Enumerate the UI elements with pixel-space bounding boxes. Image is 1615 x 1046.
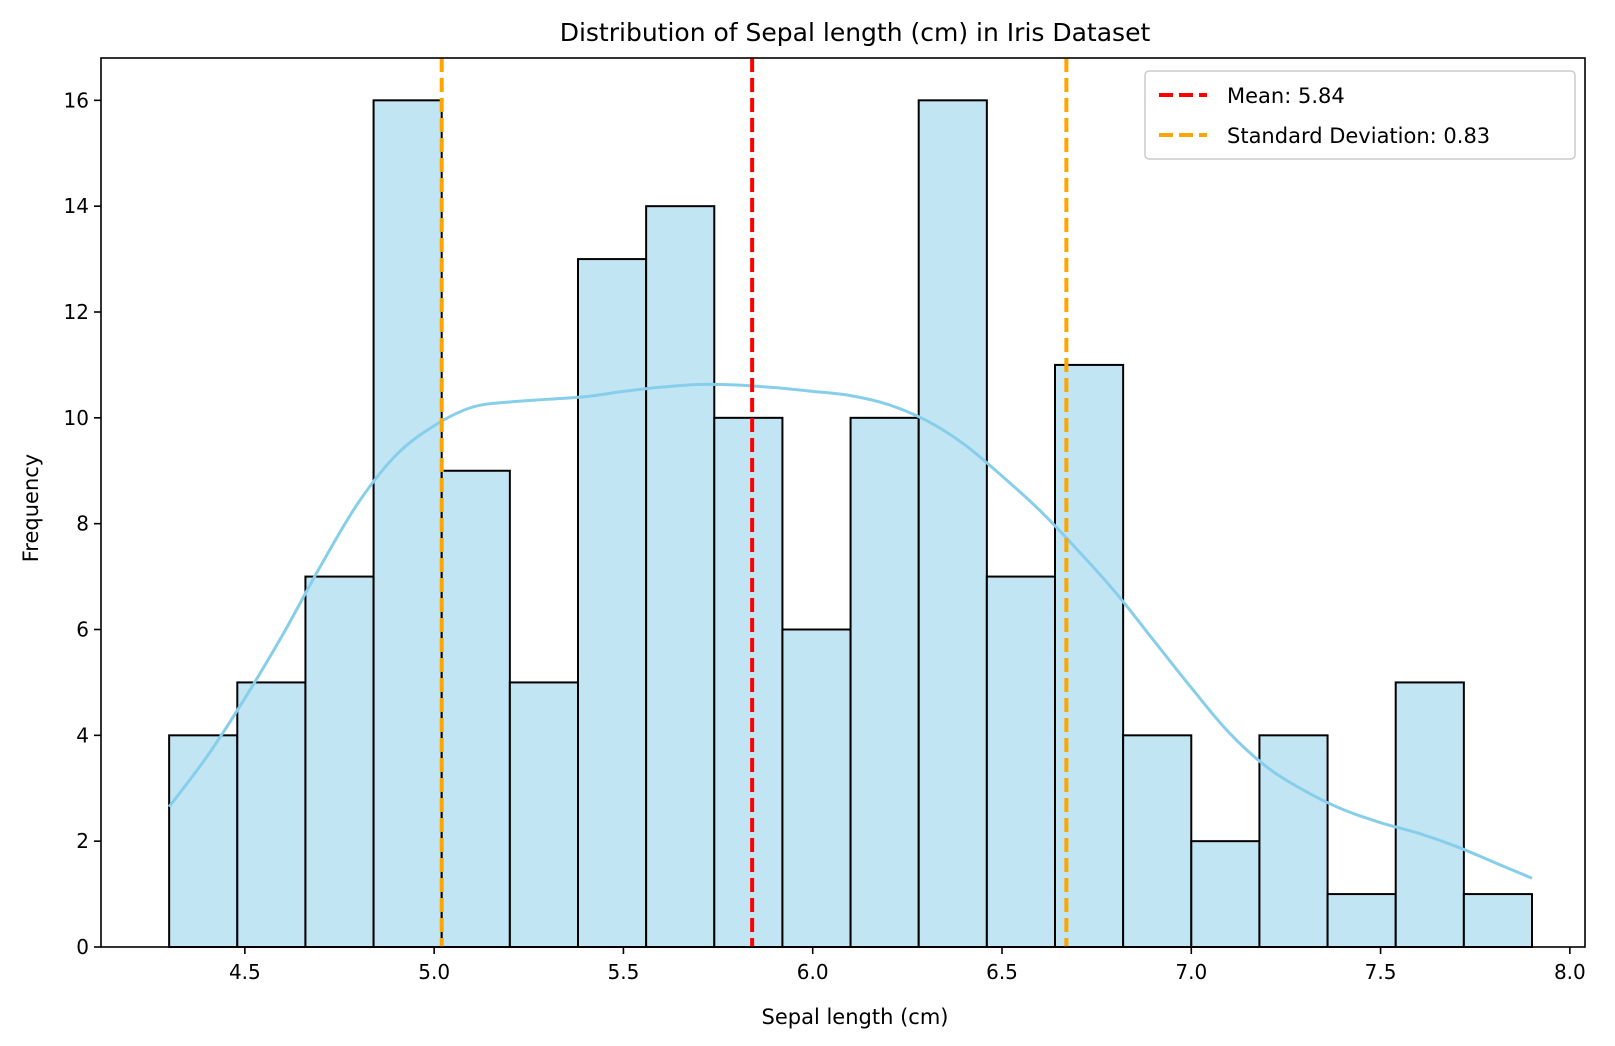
y-tick-label: 2 xyxy=(76,829,89,853)
y-tick-label: 0 xyxy=(76,935,89,959)
legend-label: Mean: 5.84 xyxy=(1227,84,1345,108)
y-tick-label: 8 xyxy=(76,512,89,536)
histogram-bar xyxy=(781,628,852,948)
histogram-bar xyxy=(168,734,239,949)
histogram-bar xyxy=(1122,734,1193,949)
histogram-bar xyxy=(577,258,648,948)
y-tick-label: 10 xyxy=(64,406,89,430)
y-tick-label: 6 xyxy=(76,618,89,642)
histogram-bar xyxy=(1258,734,1329,949)
legend-label: Standard Deviation: 0.83 xyxy=(1227,124,1490,148)
legend-box xyxy=(1144,70,1576,160)
x-axis-label: Sepal length (cm) xyxy=(762,1005,949,1029)
histogram-bar xyxy=(1326,893,1397,949)
histogram-bar xyxy=(645,205,716,949)
histogram-bar xyxy=(508,681,579,948)
histogram-bar xyxy=(713,416,784,948)
x-tick-label: 5.5 xyxy=(608,960,640,984)
y-axis-label: Frequency xyxy=(19,454,43,563)
y-axis-ticks: 0 2 4 6 8 10 12 14 16 xyxy=(64,88,101,959)
x-tick-label: 4.5 xyxy=(229,960,261,984)
x-axis-ticks: 4.5 5.0 5.5 6.0 6.5 7.0 7.5 8.0 xyxy=(229,947,1586,984)
histogram-bar xyxy=(372,99,443,948)
histogram-bars xyxy=(168,99,1533,949)
reference-lines xyxy=(439,58,1069,947)
x-tick-label: 6.5 xyxy=(986,960,1018,984)
x-tick-label: 5.0 xyxy=(418,960,450,984)
histogram-bar xyxy=(304,575,375,949)
axes xyxy=(100,57,1586,948)
x-tick-label: 7.0 xyxy=(1175,960,1207,984)
histogram-bar xyxy=(1462,893,1533,949)
histogram-bar xyxy=(985,575,1056,949)
histogram-bar xyxy=(1190,840,1261,948)
histogram-bar xyxy=(236,681,307,948)
y-tick-label: 16 xyxy=(64,88,89,112)
x-tick-label: 6.0 xyxy=(797,960,829,984)
kde-curve-group xyxy=(167,382,1533,880)
y-tick-label: 14 xyxy=(64,194,89,218)
histogram-bar xyxy=(849,416,920,948)
kde-curve xyxy=(167,382,1533,880)
x-tick-label: 8.0 xyxy=(1554,960,1586,984)
legend: Mean: 5.84 Standard Deviation: 0.83 xyxy=(1144,70,1576,160)
histogram-bar xyxy=(917,99,988,948)
histogram-bar xyxy=(1394,681,1465,948)
histogram-bar xyxy=(440,469,511,948)
chart-title: Distribution of Sepal length (cm) in Iri… xyxy=(560,18,1151,47)
y-tick-label: 4 xyxy=(76,723,89,747)
plot-frame xyxy=(100,57,1586,948)
y-tick-label: 12 xyxy=(64,300,89,324)
x-tick-label: 7.5 xyxy=(1365,960,1397,984)
